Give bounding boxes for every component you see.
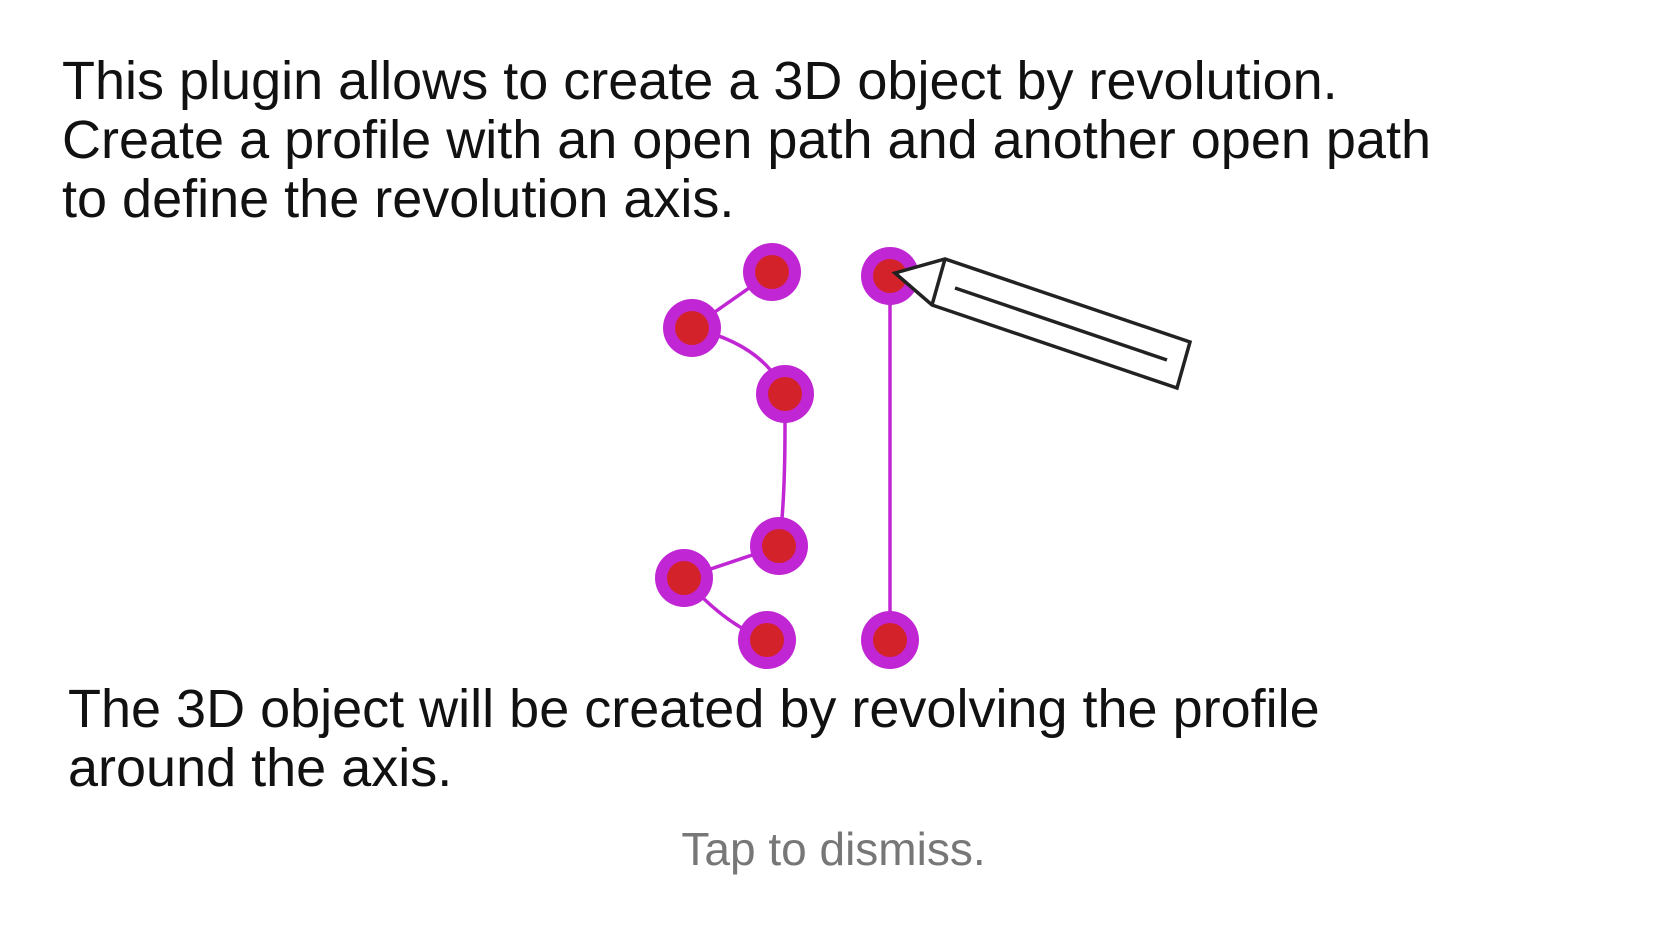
- dismiss-hint[interactable]: Tap to dismiss.: [681, 823, 986, 875]
- pencil-icon: [891, 257, 1193, 391]
- axis-node: [861, 247, 919, 305]
- profile-node: [750, 517, 808, 575]
- profile-node: [756, 365, 814, 423]
- profile-node: [655, 549, 713, 607]
- profile-node: [738, 611, 796, 669]
- profile-node: [663, 299, 721, 357]
- profile-node: [743, 243, 801, 301]
- profile-path: [680, 270, 787, 642]
- axis-node: [861, 611, 919, 669]
- tutorial-outro-text: The 3D object will be created by revolvi…: [68, 679, 1320, 798]
- tutorial-intro-text: This plugin allows to create a 3D object…: [62, 51, 1432, 229]
